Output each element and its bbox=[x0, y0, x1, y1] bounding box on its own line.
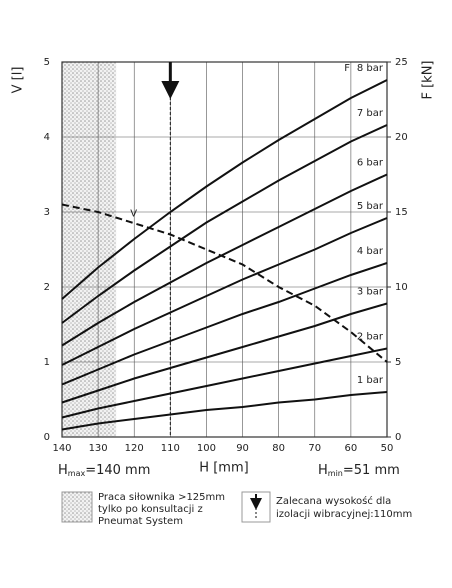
h-sub: max bbox=[68, 469, 86, 478]
series-line bbox=[61, 173, 388, 347]
y2-tick-label: 0 bbox=[395, 432, 401, 443]
legend-swatch bbox=[241, 491, 271, 523]
series-line bbox=[61, 79, 388, 300]
plot-frame bbox=[61, 61, 388, 438]
series-label: 7 bar bbox=[357, 108, 384, 119]
series-label: 5 bar bbox=[357, 201, 384, 212]
y-tick-label: 1 bbox=[44, 357, 50, 368]
x-tick-label: 140 bbox=[52, 443, 71, 454]
x-tick-label: 80 bbox=[272, 443, 285, 454]
series-label: 6 bar bbox=[357, 158, 384, 169]
series-line bbox=[61, 262, 388, 386]
y-tick-label: 5 bbox=[44, 57, 50, 68]
legend-text: tylko po konsultacji z bbox=[98, 504, 203, 515]
force-annotation: F bbox=[344, 63, 350, 74]
legend-text: Pneumat System bbox=[98, 516, 183, 527]
series-line bbox=[61, 302, 388, 404]
series-label: 2 bar bbox=[357, 332, 384, 343]
h-label: Hmin=51 mm bbox=[318, 463, 400, 478]
y2-tick-label: 5 bbox=[395, 357, 401, 368]
series-label: 3 bar bbox=[357, 287, 384, 298]
h-rest: =51 mm bbox=[343, 463, 400, 478]
legend-swatch bbox=[61, 491, 93, 523]
shaded-region bbox=[62, 62, 117, 437]
legend-text: izolacji wibracyjnej:110mm bbox=[276, 509, 412, 520]
x-tick-label: 130 bbox=[89, 443, 108, 454]
h-label: Hmax=140 mm bbox=[58, 463, 150, 478]
legend-text: Praca siłownika >125mm bbox=[98, 492, 225, 503]
h-main: H bbox=[58, 463, 68, 478]
y2-tick-label: 20 bbox=[395, 132, 408, 143]
legend-text: Zalecana wysokość dla bbox=[276, 495, 391, 507]
y-tick-label: 3 bbox=[44, 207, 50, 218]
x-tick-label: 110 bbox=[161, 443, 180, 454]
y-tick-label: 4 bbox=[44, 132, 50, 143]
series-label: V bbox=[130, 208, 137, 219]
h-sub: min bbox=[328, 469, 343, 478]
series-label: 1 bar bbox=[357, 375, 384, 386]
y2-tick-label: 15 bbox=[395, 207, 408, 218]
series-line bbox=[61, 391, 388, 431]
y2-axis-label: F [kN] bbox=[421, 60, 436, 99]
series-line bbox=[61, 203, 388, 363]
h-rest: =140 mm bbox=[85, 463, 150, 478]
x-tick-label: 120 bbox=[125, 443, 144, 454]
y-tick-label: 0 bbox=[44, 432, 50, 443]
x-tick-label: 60 bbox=[345, 443, 358, 454]
y2-tick-label: 10 bbox=[395, 282, 408, 293]
y-tick-label: 2 bbox=[44, 282, 50, 293]
series-line bbox=[61, 124, 388, 324]
x-tick-label: 90 bbox=[236, 443, 249, 454]
y2-tick-label: 25 bbox=[395, 57, 408, 68]
x-tick-label: 50 bbox=[381, 443, 394, 454]
series-label: 4 bar bbox=[357, 246, 384, 257]
h-main: H bbox=[318, 463, 328, 478]
series-label: 8 bar bbox=[357, 63, 384, 74]
y-axis-label: V [l] bbox=[11, 67, 26, 94]
series-line bbox=[61, 347, 388, 419]
x-axis-label: H [mm] bbox=[199, 461, 248, 476]
x-tick-label: 70 bbox=[308, 443, 321, 454]
series-line bbox=[61, 217, 388, 366]
x-tick-label: 100 bbox=[197, 443, 216, 454]
